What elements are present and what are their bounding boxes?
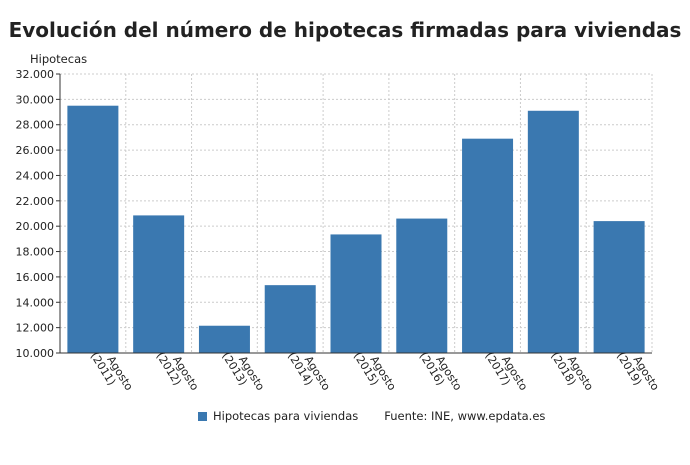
bar [330, 234, 382, 353]
y-axis-title: Hipotecas [30, 52, 87, 66]
legend: Hipotecas para viviendas Fuente: INE, ww… [198, 409, 545, 423]
y-tick-label: 22.000 [16, 195, 55, 208]
y-tick-label: 28.000 [16, 119, 55, 132]
bar [264, 285, 316, 353]
y-tick-label: 10.000 [16, 347, 55, 360]
y-tick-label: 32.000 [16, 68, 55, 81]
bar [198, 325, 250, 353]
y-tick-label: 26.000 [16, 144, 55, 157]
y-tick-label: 30.000 [16, 93, 55, 106]
legend-swatch [198, 411, 207, 421]
legend-label: Hipotecas para viviendas [213, 409, 359, 423]
bar [396, 218, 448, 353]
bar [133, 215, 185, 353]
y-tick-label: 16.000 [16, 271, 55, 284]
bar [593, 221, 645, 353]
chart-title: Evolución del número de hipotecas firmad… [8, 18, 682, 42]
y-tick-label: 18.000 [16, 246, 55, 259]
bar [462, 138, 514, 353]
y-tick-label: 24.000 [16, 169, 55, 182]
y-tick-label: 12.000 [16, 322, 55, 335]
source-label: Fuente: INE, www.epdata.es [384, 409, 546, 423]
bar [67, 105, 119, 353]
y-tick-label: 14.000 [16, 296, 55, 309]
bar [527, 110, 579, 353]
y-tick-label: 20.000 [16, 220, 55, 233]
